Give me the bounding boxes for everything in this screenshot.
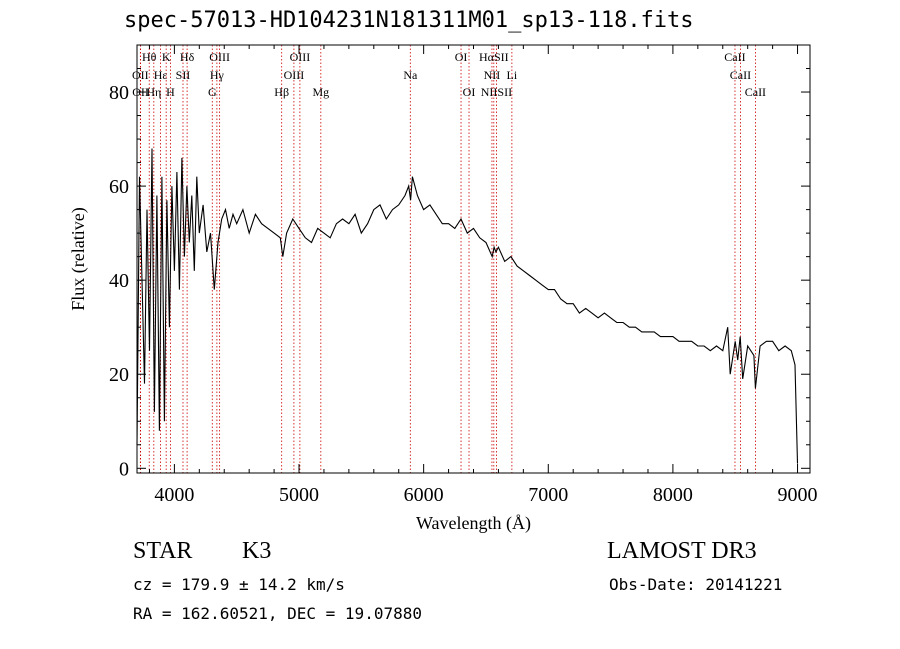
line-label: CaII xyxy=(724,50,745,64)
flux-series-line xyxy=(136,148,799,464)
spectral-line-markers xyxy=(139,45,756,473)
y-tick-label: 40 xyxy=(109,270,129,292)
line-label: Hβ xyxy=(274,85,289,99)
x-tick-label: 4000 xyxy=(154,484,194,506)
line-label: Hθ xyxy=(142,50,157,64)
line-label: NII xyxy=(484,68,501,82)
x-tick-label: 6000 xyxy=(404,484,444,506)
object-class: STAR xyxy=(133,538,193,564)
line-label: OI xyxy=(463,85,476,99)
line-label: CaII xyxy=(745,85,766,99)
x-tick-label: 8000 xyxy=(653,484,693,506)
x-tick-label: 7000 xyxy=(528,484,568,506)
coordinates-readout: RA = 162.60521, DEC = 19.07880 xyxy=(133,604,422,623)
line-label: OI xyxy=(455,50,468,64)
x-tick-label: 5000 xyxy=(279,484,319,506)
y-tick-label: 60 xyxy=(109,176,129,198)
spectral-line-labels: Hθ K Hδ OIII OIII OI HαSII CaII OII Hε SII Hγ OIII Na… xyxy=(132,50,766,99)
survey-name: LAMOST DR3 xyxy=(607,538,757,564)
line-label: K xyxy=(162,50,171,64)
line-label: Hε xyxy=(154,68,168,82)
line-label: Hγ xyxy=(210,68,225,82)
y-tick-label: 0 xyxy=(119,458,129,480)
line-label: HαSII xyxy=(479,50,509,64)
observation-date: Obs-Date: 20141221 xyxy=(609,575,783,594)
plot-frame xyxy=(136,44,811,474)
line-label: G xyxy=(208,85,217,99)
x-tick-label: 9000 xyxy=(778,484,818,506)
line-label: Na xyxy=(403,68,418,82)
redshift-readout: cz = 179.9 ± 14.2 km/s xyxy=(133,575,345,594)
object-subclass: K3 xyxy=(242,538,272,564)
x-axis-label: Wavelength (Å) xyxy=(416,513,531,534)
line-label: OIII xyxy=(209,50,230,64)
line-label: SII xyxy=(176,68,191,82)
line-label: Mg xyxy=(312,85,329,99)
y-tick-label: 20 xyxy=(109,364,129,386)
axis-ticks: 4000 5000 6000 7000 8000 9000 0 20 40 60 80 xyxy=(109,45,818,506)
y-axis-label: Flux (relative) xyxy=(68,207,89,310)
chart-title: spec-57013-HD104231N181311M01_sp13-118.f… xyxy=(124,8,694,33)
line-label: CaII xyxy=(730,68,751,82)
line-label: Hδ xyxy=(180,50,195,64)
line-label: NIISII xyxy=(481,85,512,99)
line-label: OIII xyxy=(284,68,305,82)
line-label: H xyxy=(166,85,175,99)
line-label: Li xyxy=(507,68,518,82)
line-label: Hη xyxy=(146,85,161,99)
y-tick-label: 80 xyxy=(109,82,129,104)
line-label: OII xyxy=(132,68,149,82)
line-label: OIII xyxy=(290,50,311,64)
